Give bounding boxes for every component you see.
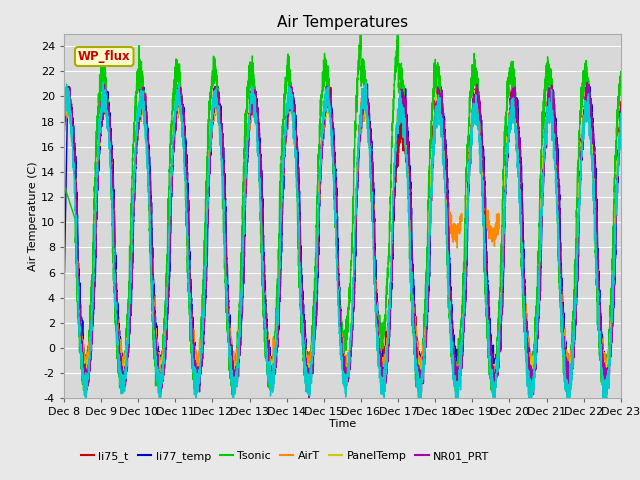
AM25T_PRT (99, 79, 107, 85)
AM25T_PRT (273, 328, 281, 334)
NR01_PRT (161, 342, 169, 348)
Tsonic (476, 121, 483, 127)
AM25T_PRT (394, 108, 402, 114)
PanelTemp (422, 314, 430, 320)
li75_t (422, 326, 430, 332)
AM25T_PRT (603, 409, 611, 415)
li77_temp (518, 188, 525, 193)
li75_t (273, 335, 281, 340)
li77_temp (273, 344, 281, 350)
li77_temp (603, 382, 611, 388)
AirT (161, 337, 169, 343)
Line: AirT: AirT (64, 86, 621, 385)
NR01_PRT (422, 344, 430, 350)
PanelTemp (230, 385, 238, 391)
li77_temp (176, 78, 184, 84)
NR01_PRT (617, 112, 625, 118)
AM25T_PRT (518, 254, 525, 260)
li77_temp (394, 122, 402, 128)
AM25T_PRT (161, 331, 169, 337)
li77_temp (422, 333, 430, 338)
Text: WP_flux: WP_flux (78, 50, 131, 63)
AirT (273, 325, 280, 331)
li75_t (60, 103, 68, 108)
Tsonic (273, 311, 280, 316)
NR01_PRT (518, 195, 525, 201)
Line: Tsonic: Tsonic (64, 24, 621, 399)
NR01_PRT (60, 120, 68, 125)
PanelTemp (60, 113, 68, 119)
Tsonic (617, 70, 625, 76)
Line: li75_t: li75_t (64, 81, 621, 390)
AM25T_PRT (476, 146, 483, 152)
NR01_PRT (476, 97, 483, 103)
PanelTemp (394, 114, 402, 120)
li75_t (175, 78, 183, 84)
li75_t (476, 108, 483, 114)
li75_t (161, 329, 169, 335)
NR01_PRT (305, 398, 313, 404)
li75_t (617, 99, 625, 105)
Tsonic (564, 396, 572, 402)
li77_temp (476, 116, 483, 122)
li77_temp (617, 120, 625, 126)
PanelTemp (161, 335, 169, 341)
Line: li77_temp: li77_temp (64, 81, 621, 385)
Tsonic (394, 21, 402, 26)
li77_temp (60, 295, 68, 300)
AirT (617, 114, 625, 120)
Line: NR01_PRT: NR01_PRT (64, 83, 621, 401)
AirT (60, 118, 68, 124)
Line: PanelTemp: PanelTemp (64, 85, 621, 388)
li75_t (394, 163, 402, 169)
Tsonic (60, 181, 68, 187)
AM25T_PRT (60, 98, 68, 104)
li75_t (231, 387, 239, 393)
Tsonic (422, 269, 430, 275)
X-axis label: Time: Time (329, 419, 356, 429)
PanelTemp (476, 112, 483, 118)
NR01_PRT (583, 80, 591, 85)
Title: Air Temperatures: Air Temperatures (277, 15, 408, 30)
NR01_PRT (273, 349, 280, 355)
li77_temp (161, 348, 169, 353)
Tsonic (518, 273, 525, 278)
PanelTemp (518, 220, 525, 226)
Tsonic (394, 39, 402, 45)
NR01_PRT (394, 122, 402, 128)
PanelTemp (584, 83, 591, 88)
li75_t (518, 208, 526, 214)
Line: AM25T_PRT: AM25T_PRT (64, 82, 621, 412)
AM25T_PRT (617, 110, 625, 116)
AM25T_PRT (422, 307, 430, 313)
PanelTemp (273, 330, 281, 336)
Tsonic (161, 304, 169, 310)
Y-axis label: Air Temperature (C): Air Temperature (C) (28, 161, 38, 271)
PanelTemp (617, 111, 625, 117)
